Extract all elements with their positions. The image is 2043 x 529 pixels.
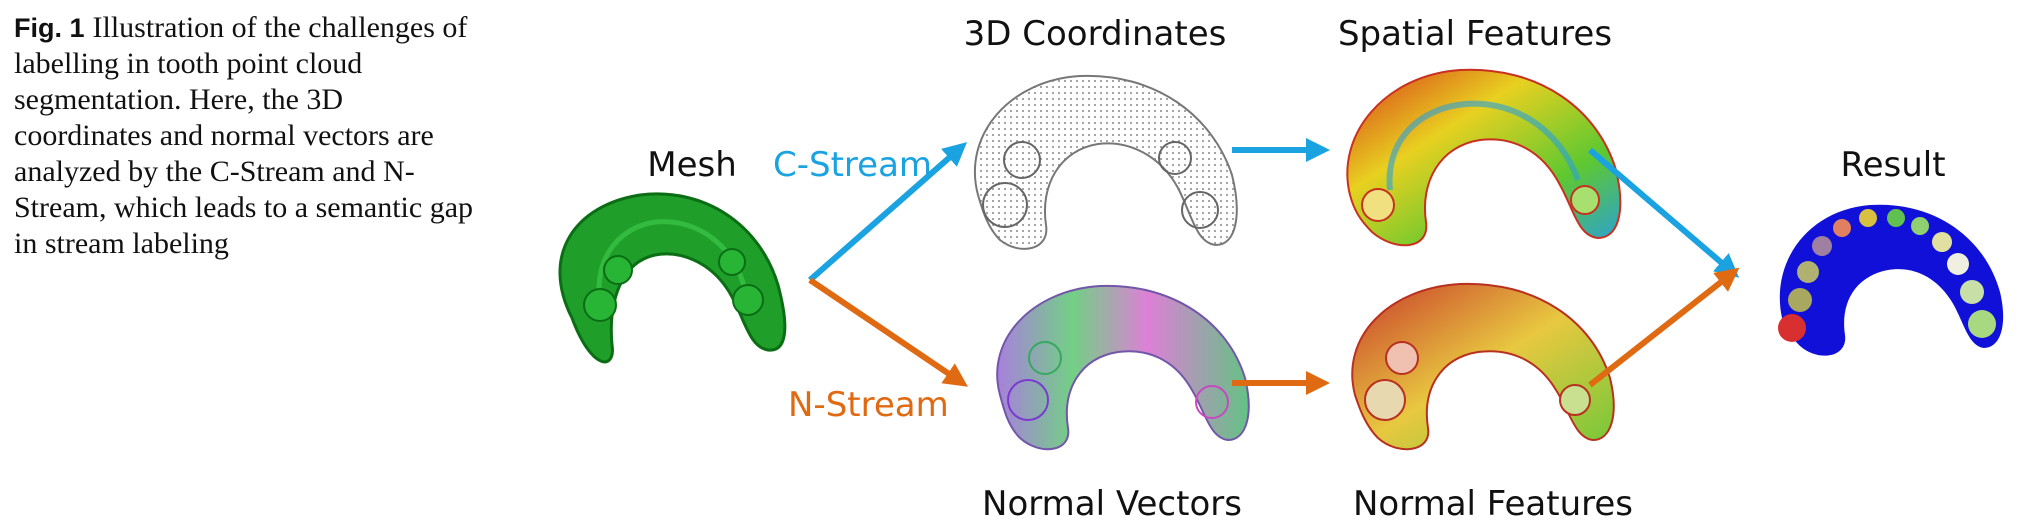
- c-stream-arrow-out: [1588, 147, 1740, 278]
- spatial-features-label: Spatial Features: [1337, 14, 1613, 54]
- result-label: Result: [1840, 145, 1946, 185]
- figure-caption: Fig. 1 Illustration of the challenges of …: [14, 10, 474, 262]
- mesh-label: Mesh: [647, 145, 737, 185]
- c-stream-arrow-in: [808, 142, 968, 283]
- result-image: [1778, 204, 2004, 356]
- c-stream-label: C-Stream: [773, 145, 933, 185]
- figure-caption-text: Illustration of the challenges of labell…: [14, 11, 474, 260]
- normal-vectors-label: Normal Vectors: [982, 484, 1242, 524]
- normal-features-label: Normal Features: [1352, 484, 1634, 524]
- n-stream-label: N-Stream: [788, 385, 949, 425]
- coords-image: [973, 74, 1238, 250]
- spatial-features-image: [1346, 68, 1622, 247]
- n-stream-arrow-in: [808, 277, 968, 387]
- mesh-image: [558, 192, 787, 364]
- figure-label: Fig. 1: [14, 13, 85, 43]
- n-stream-arrow-out: [1588, 267, 1740, 388]
- normal-vectors-image: [996, 284, 1250, 451]
- normal-features-image: [1351, 282, 1615, 451]
- coords-label: 3D Coordinates: [963, 14, 1227, 54]
